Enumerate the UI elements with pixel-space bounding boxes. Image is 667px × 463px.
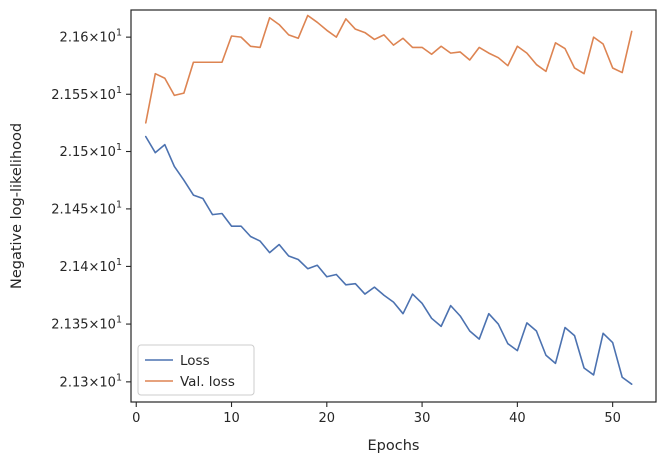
y-tick-label: 2.14×101 bbox=[60, 257, 122, 275]
y-tick-base: 10 bbox=[99, 88, 116, 103]
x-axis-label: Epochs bbox=[368, 438, 420, 454]
y-tick-exponent: 1 bbox=[116, 142, 122, 153]
y-tick-label: 2.15×101 bbox=[60, 142, 122, 160]
legend-label: Val. loss bbox=[180, 374, 235, 390]
x-tick-label: 40 bbox=[509, 411, 526, 426]
x-tick-label: 20 bbox=[319, 411, 336, 426]
y-tick-base: 10 bbox=[99, 375, 116, 390]
y-tick-exponent: 1 bbox=[116, 315, 122, 326]
times-sign: × bbox=[89, 145, 100, 160]
y-tick-label: 2.145×101 bbox=[51, 199, 122, 217]
series-line-val-loss bbox=[144, 14, 633, 124]
y-tick-mantissa: 2.145 bbox=[51, 202, 88, 217]
series-line-loss bbox=[144, 135, 633, 385]
y-tick-exponent: 1 bbox=[116, 372, 122, 383]
y-tick-base: 10 bbox=[99, 260, 116, 275]
times-sign: × bbox=[89, 318, 100, 333]
legend-label: Loss bbox=[180, 353, 210, 369]
legend-box bbox=[137, 344, 255, 396]
y-tick-base: 10 bbox=[99, 145, 116, 160]
x-tick-label: 0 bbox=[132, 411, 140, 426]
x-axis-ticks: 0 10 20 30 40 50 bbox=[132, 402, 621, 426]
y-tick-mantissa: 2.155 bbox=[51, 88, 88, 103]
y-axis-label: Negative log-likelihood bbox=[9, 123, 25, 289]
y-tick-mantissa: 2.15 bbox=[60, 145, 89, 160]
legend: Loss Val. loss bbox=[137, 344, 255, 396]
y-tick-mantissa: 2.13 bbox=[60, 375, 89, 390]
x-tick-label: 10 bbox=[223, 411, 240, 426]
y-tick-exponent: 1 bbox=[116, 28, 122, 39]
y-tick-exponent: 1 bbox=[116, 85, 122, 96]
y-tick-mantissa: 2.16 bbox=[60, 31, 89, 46]
y-tick-exponent: 1 bbox=[116, 199, 122, 210]
x-tick-label: 30 bbox=[414, 411, 431, 426]
y-tick-mantissa: 2.14 bbox=[60, 260, 89, 275]
y-axis-ticks: 2.13×1012.135×1012.14×1012.145×1012.15×1… bbox=[51, 28, 131, 390]
y-tick-exponent: 1 bbox=[116, 257, 122, 268]
x-tick-label: 50 bbox=[604, 411, 621, 426]
plot-frame bbox=[130, 9, 657, 403]
y-tick-base: 10 bbox=[99, 202, 116, 217]
y-tick-label: 2.155×101 bbox=[51, 85, 122, 103]
times-sign: × bbox=[89, 260, 100, 275]
y-tick-label: 2.16×101 bbox=[60, 28, 122, 46]
series-lines bbox=[144, 14, 633, 385]
times-sign: × bbox=[89, 31, 100, 46]
y-tick-base: 10 bbox=[99, 31, 116, 46]
y-tick-label: 2.135×101 bbox=[51, 315, 122, 333]
times-sign: × bbox=[89, 375, 100, 390]
y-tick-mantissa: 2.135 bbox=[51, 318, 88, 333]
y-tick-base: 10 bbox=[99, 318, 116, 333]
times-sign: × bbox=[89, 88, 100, 103]
y-tick-label: 2.13×101 bbox=[60, 372, 122, 390]
times-sign: × bbox=[89, 202, 100, 217]
